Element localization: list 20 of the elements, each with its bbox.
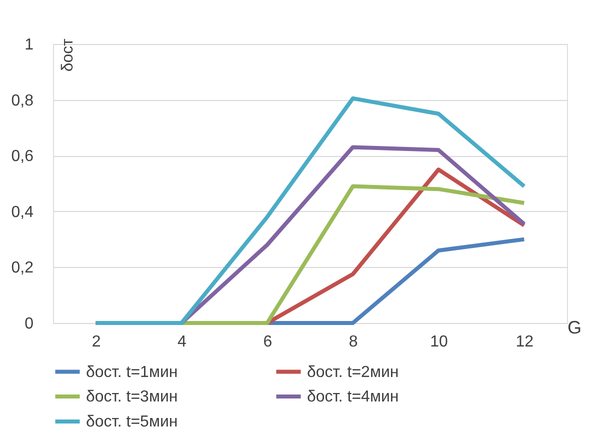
- x-axis-title: G: [567, 318, 582, 338]
- x-tick-label: 8: [348, 334, 358, 350]
- x-tick-label: 12: [516, 334, 534, 350]
- x-tick-label: 2: [92, 334, 101, 350]
- legend-label: δост. t=4мин: [307, 388, 399, 406]
- legend-label: δост. t=5мин: [86, 414, 178, 430]
- legend-label: δост. t=1мин: [86, 364, 178, 381]
- x-tick-label: 4: [178, 334, 187, 350]
- y-tick-label: 0,6: [11, 148, 34, 166]
- y-axis-title: δост: [60, 38, 76, 72]
- y-tick-label: 0: [24, 316, 34, 332]
- x-tick-label: 10: [430, 334, 448, 350]
- x-tick-label: 6: [263, 334, 272, 350]
- legend-label: δост. t=2мин: [307, 364, 399, 381]
- y-tick-label: 0,2: [11, 260, 34, 277]
- line-series: [94, 96, 526, 325]
- y-tick-label: 0,8: [11, 92, 34, 110]
- y-tick-label: 1: [24, 36, 34, 54]
- legend-label: δост. t=3мин: [86, 388, 178, 406]
- y-tick-label: 0,4: [11, 204, 34, 221]
